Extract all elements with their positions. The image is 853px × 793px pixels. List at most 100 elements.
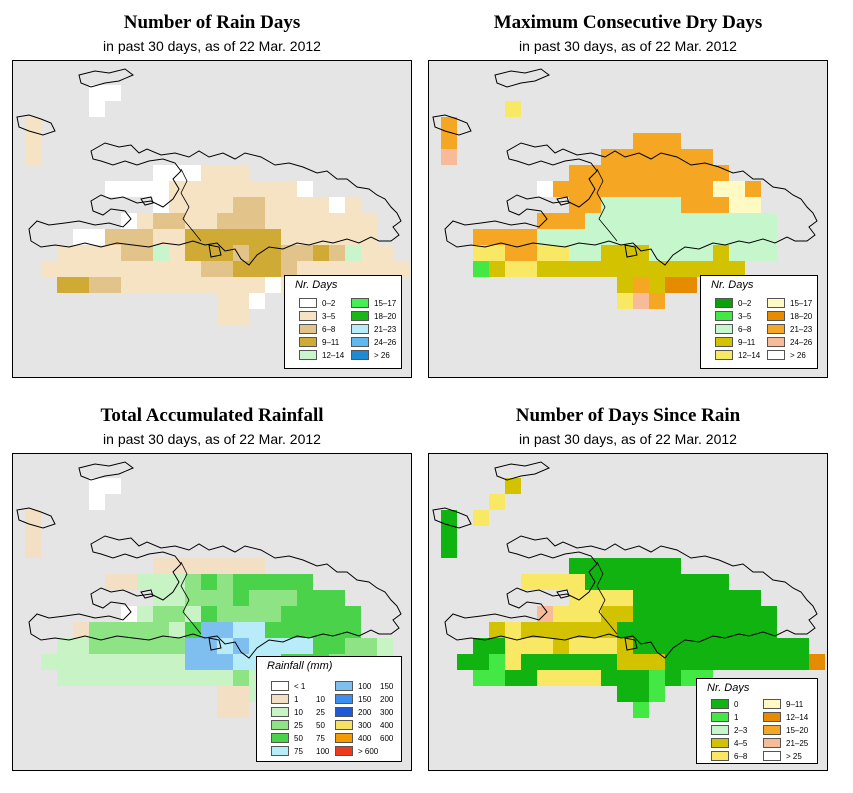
grid-cell: [585, 622, 601, 638]
grid-cell: [681, 197, 697, 213]
grid-cell: [665, 165, 681, 181]
grid-cell: [137, 229, 153, 245]
panel-rain-days: Number of Rain Days in past 30 days, as …: [12, 12, 412, 382]
grid-cell: [713, 622, 729, 638]
legend-swatch: [763, 699, 781, 709]
grid-cell: [713, 654, 729, 670]
grid-cell: [169, 654, 185, 670]
grid-cell: [649, 670, 665, 686]
grid-cell: [665, 622, 681, 638]
coastline-path: [28, 142, 402, 266]
grid-cell: [265, 606, 281, 622]
grid-cell: [601, 574, 617, 590]
grid-cell: [649, 213, 665, 229]
grid-cell: [265, 197, 281, 213]
grid-cell: [585, 213, 601, 229]
grid-cell: [633, 606, 649, 622]
grid-cell: [281, 606, 297, 622]
grid-cell: [249, 606, 265, 622]
grid-cell: [265, 277, 281, 293]
grid-cell: [473, 245, 489, 261]
grid-cell: [265, 638, 281, 654]
grid-cell: [137, 654, 153, 670]
grid-cell: [489, 638, 505, 654]
grid-cell: [569, 606, 585, 622]
legend-min: 10: [294, 707, 303, 717]
grid-cell: [569, 213, 585, 229]
grid-cell: [281, 590, 297, 606]
grid-cell: [57, 261, 73, 277]
grid-cell: [121, 245, 137, 261]
coastline-path: [556, 196, 570, 206]
grid-cell: [137, 574, 153, 590]
legend-item: < 1: [271, 680, 334, 692]
grid-cell: [665, 181, 681, 197]
grid-cell: [713, 197, 729, 213]
legend-label: 18–20: [790, 311, 813, 321]
grid-cell: [25, 149, 41, 165]
grid-cell: [281, 638, 297, 654]
coastline-path: [208, 637, 222, 651]
grid-cell: [713, 165, 729, 181]
border-line: [596, 168, 618, 242]
legend-swatch: [767, 298, 785, 308]
grid-cell: [217, 638, 233, 654]
grid-cell: [169, 261, 185, 277]
coastline-path: [16, 114, 56, 136]
grid-cell: [761, 213, 777, 229]
grid-cell: [281, 261, 297, 277]
coastline-path: [494, 68, 550, 88]
grid-cell: [585, 245, 601, 261]
grid-cell: [217, 590, 233, 606]
panel-subtitle: in past 30 days, as of 22 Mar. 2012: [519, 38, 737, 54]
grid-cell: [713, 574, 729, 590]
grid-cell: [377, 245, 393, 261]
legend-swatch: [335, 733, 353, 743]
grid-cell: [633, 590, 649, 606]
grid-cell: [169, 606, 185, 622]
grid-cell: [169, 638, 185, 654]
grid-cell: [681, 165, 697, 181]
grid-cell: [617, 558, 633, 574]
grid-cell: [89, 670, 105, 686]
grid-cell: [649, 245, 665, 261]
grid-cell: [633, 558, 649, 574]
grid-cell: [281, 574, 297, 590]
grid-cell: [201, 181, 217, 197]
legend-swatch: [271, 746, 289, 756]
grid-cell: [489, 229, 505, 245]
grid-cell: [553, 181, 569, 197]
legend-swatch: [271, 720, 289, 730]
grid-cell: [569, 261, 585, 277]
grid-cell: [233, 165, 249, 181]
grid-cell: [617, 670, 633, 686]
grid-cell: [761, 229, 777, 245]
legend-item: 12–14: [763, 711, 808, 723]
legend-item: 18–20: [351, 310, 396, 322]
grid-cell: [169, 229, 185, 245]
grid-cell: [153, 277, 169, 293]
grid-cell: [649, 197, 665, 213]
grid-cell: [553, 670, 569, 686]
grid-cell: [217, 686, 233, 702]
grid-cell: [505, 478, 521, 494]
grid-cell: [201, 654, 217, 670]
grid-cell: [25, 510, 41, 526]
grid-cell: [473, 229, 489, 245]
grid-cell: [569, 670, 585, 686]
grid-cell: [521, 654, 537, 670]
grid-cell: [633, 133, 649, 149]
grid-cell: [297, 213, 313, 229]
grid-cell: [201, 670, 217, 686]
legend-item: 50 75: [271, 732, 334, 744]
grid-cell: [697, 149, 713, 165]
grid-cell: [265, 590, 281, 606]
grid-cell: [681, 149, 697, 165]
legend-item: 300 400: [335, 719, 398, 731]
grid-cell: [697, 606, 713, 622]
grid-cell: [185, 574, 201, 590]
legend-swatch: [351, 298, 369, 308]
grid-cells: [441, 478, 825, 718]
grid-cell: [249, 261, 265, 277]
grid-cell: [697, 638, 713, 654]
